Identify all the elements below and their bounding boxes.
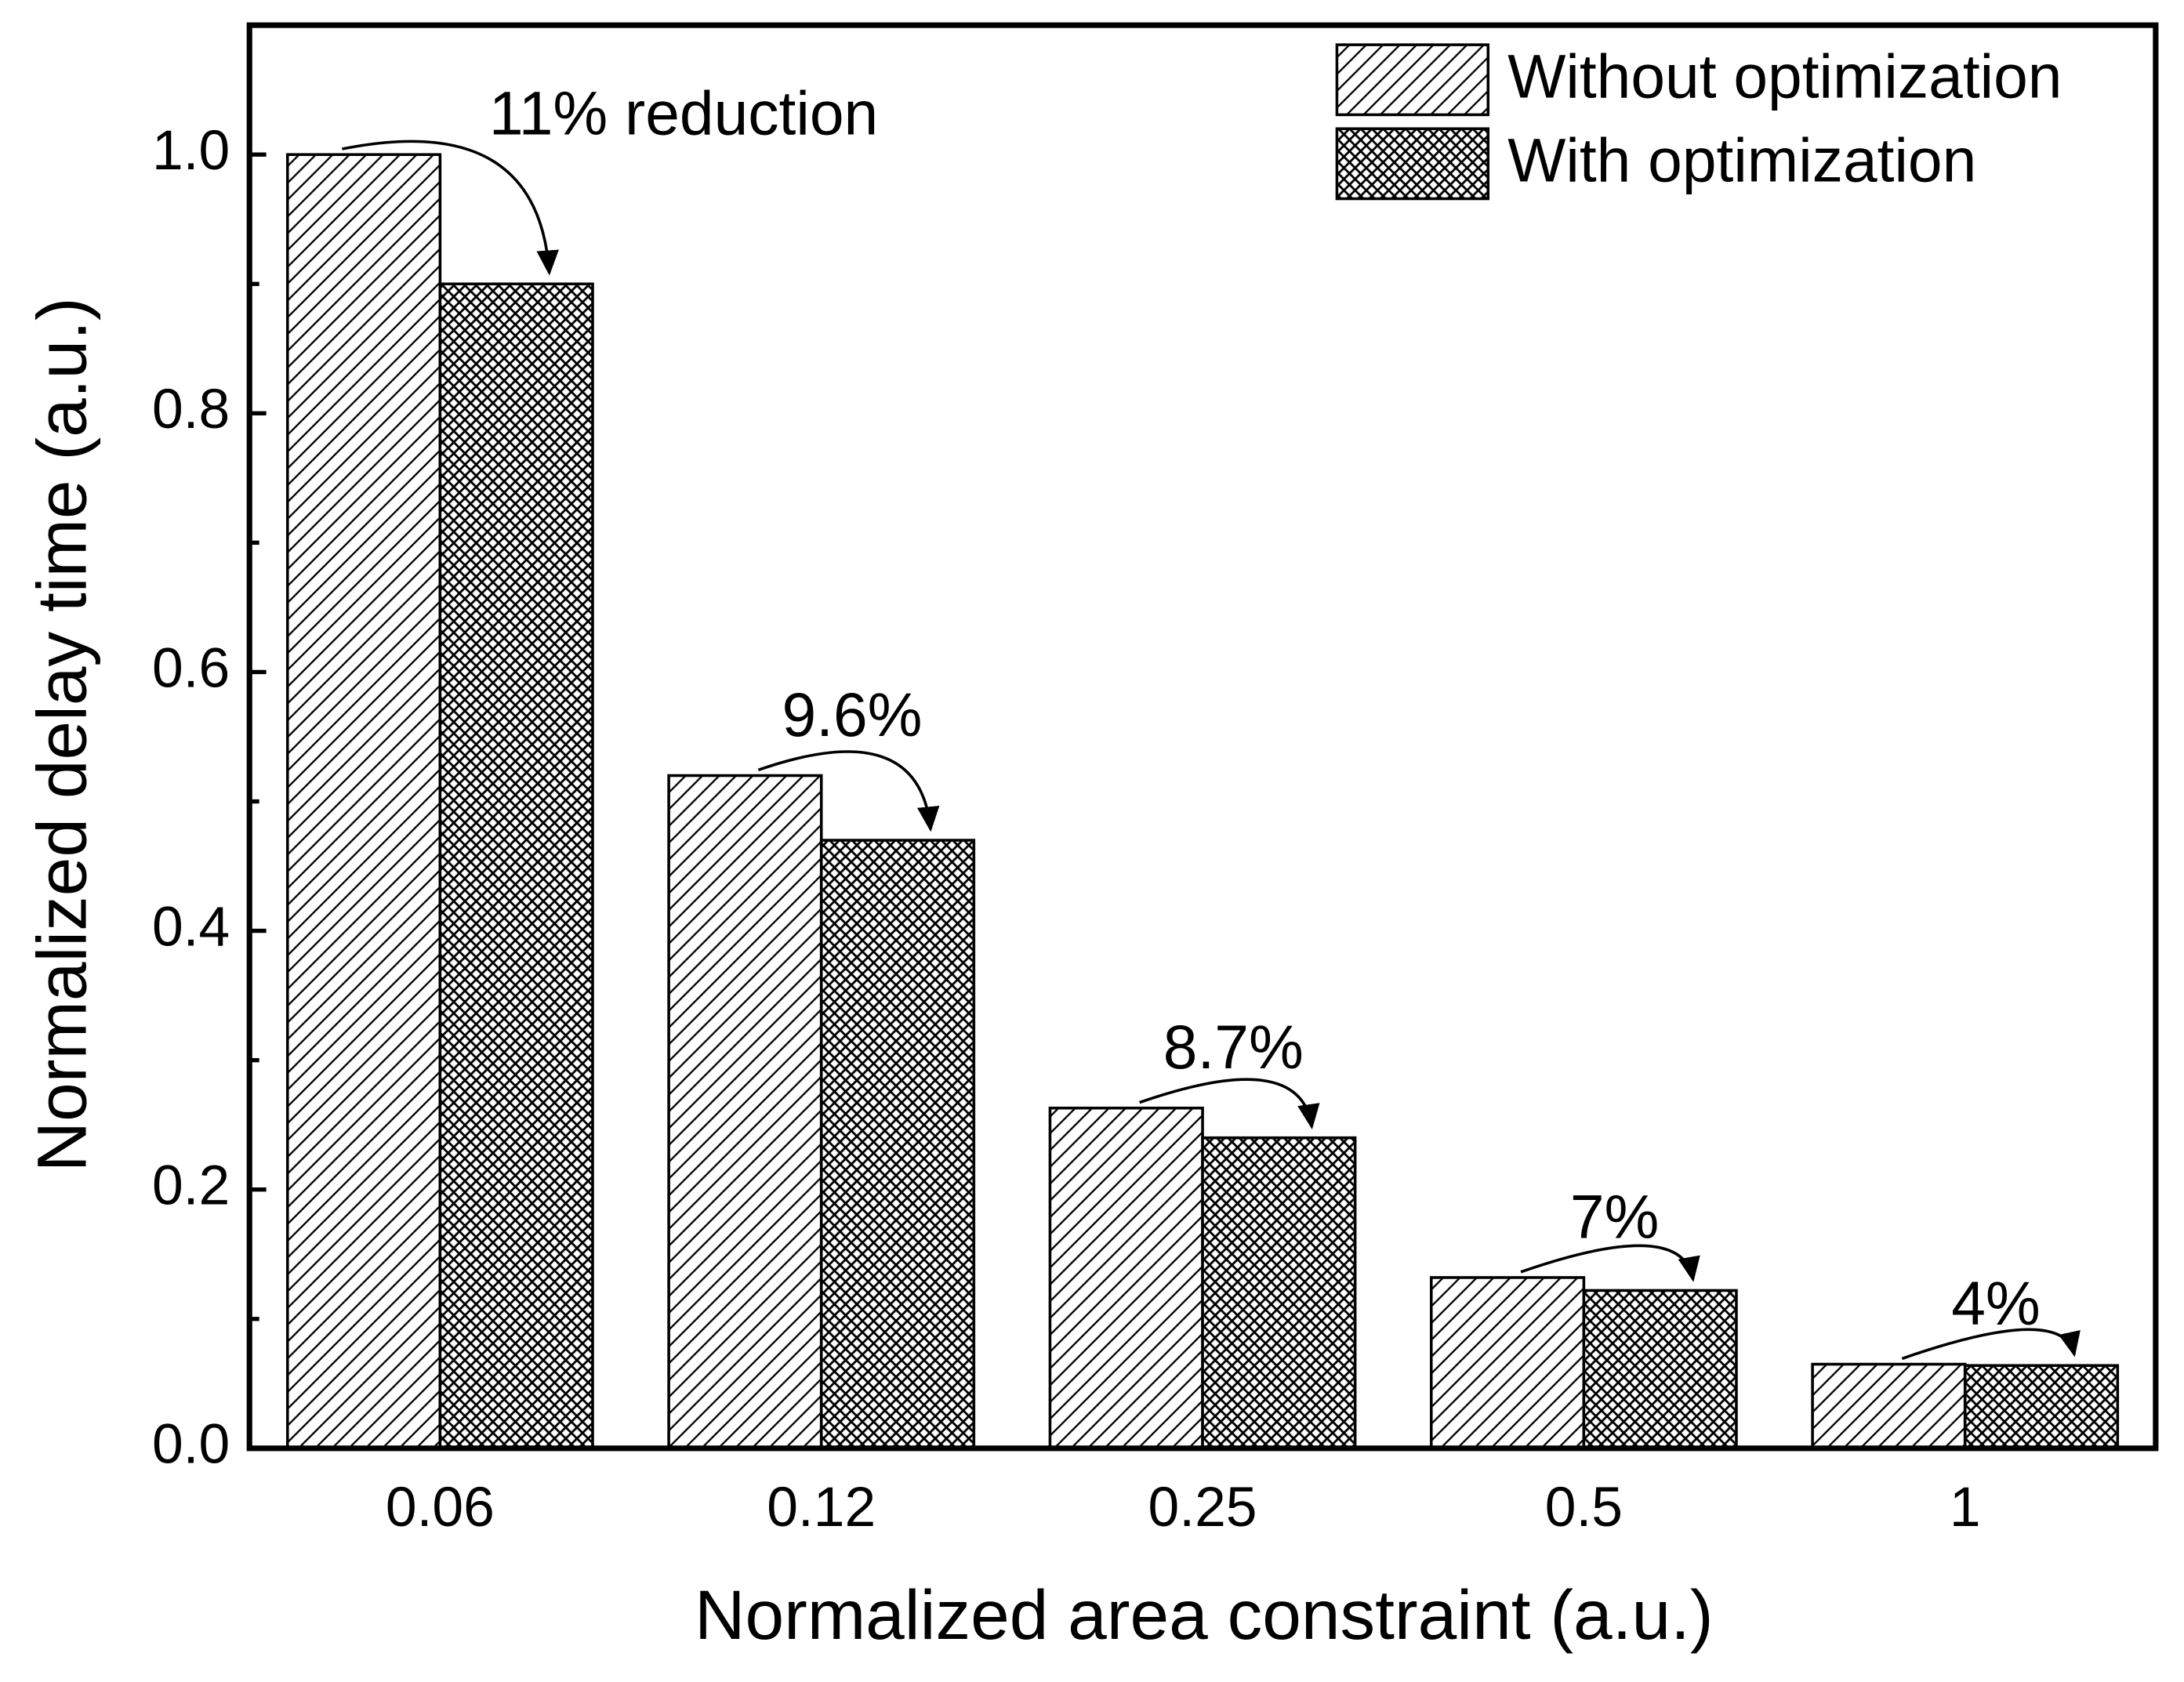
y-axis-title: Normalized delay time (a.u.)	[23, 297, 101, 1172]
x-tick-label: 0.06	[386, 1476, 495, 1539]
bar	[819, 839, 976, 1450]
annotation: 9.6%	[782, 680, 922, 749]
y-tick-label: 0.0	[152, 1413, 230, 1476]
x-tick-label: 0.12	[767, 1476, 876, 1539]
bar	[667, 774, 823, 1450]
y-tick-label: 1.0	[152, 119, 230, 182]
x-tick-label: 1	[1950, 1476, 1981, 1539]
bar	[285, 153, 442, 1450]
legend-swatch	[1335, 43, 1490, 117]
bar	[1963, 1364, 2120, 1450]
annotation-arrow	[1139, 1078, 1320, 1129]
annotation-arrow	[342, 140, 559, 276]
bar	[1811, 1362, 1967, 1450]
annotation: 11% reduction	[489, 79, 878, 148]
annotation-arrow	[1901, 1328, 2081, 1361]
legend-label: Without optimization	[1507, 42, 2062, 111]
legend-label: With optimization	[1507, 125, 1976, 194]
x-tick-label: 0.25	[1148, 1476, 1257, 1539]
annotation: 7%	[1570, 1182, 1660, 1251]
annotation: 8.7%	[1163, 1013, 1304, 1082]
annotation: 4%	[1951, 1269, 2041, 1338]
x-tick-label: 0.5	[1545, 1476, 1623, 1539]
plot-frame	[246, 22, 2159, 1452]
annotation-arrow	[757, 750, 940, 832]
x-axis-title: Normalized area constraint (a.u.)	[695, 1575, 1714, 1654]
y-tick-label: 0.6	[152, 636, 230, 699]
y-tick-label: 0.8	[152, 378, 230, 440]
bar	[1201, 1136, 1357, 1450]
bar	[1582, 1289, 1738, 1450]
bar	[1048, 1106, 1204, 1450]
y-tick-label: 0.4	[152, 895, 230, 958]
bar	[438, 282, 594, 1450]
legend-swatch	[1335, 127, 1490, 201]
bar	[1429, 1276, 1586, 1450]
annotation-arrow	[1520, 1244, 1700, 1282]
y-tick-label: 0.2	[152, 1155, 230, 1217]
